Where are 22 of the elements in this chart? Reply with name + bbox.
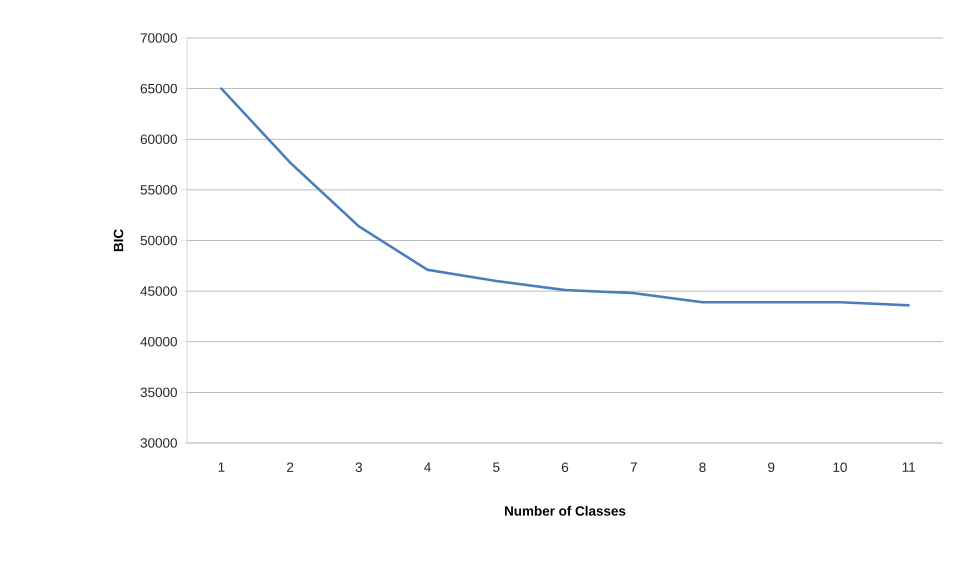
- y-tick-label: 60000: [140, 134, 177, 144]
- x-tick-label: 10: [833, 462, 847, 472]
- y-tick-label: 50000: [140, 236, 177, 246]
- x-tick-label: 4: [424, 462, 431, 472]
- y-tick-label: 65000: [140, 84, 177, 94]
- x-tick-label: 9: [768, 462, 774, 472]
- x-tick-label: 1: [218, 462, 224, 472]
- x-tick-label: 3: [356, 462, 362, 472]
- x-tick-label: 6: [562, 462, 568, 472]
- y-tick-label: 70000: [140, 33, 177, 43]
- y-tick-label: 35000: [140, 388, 177, 398]
- x-axis-title: Number of Classes: [505, 506, 626, 516]
- y-tick-label: 40000: [140, 336, 177, 346]
- y-axis-title: BIC: [114, 229, 124, 252]
- x-tick-label: 5: [493, 462, 500, 472]
- x-tick-label: 7: [630, 462, 637, 472]
- y-tick-label: 55000: [140, 185, 177, 195]
- y-tick-label: 30000: [140, 438, 177, 448]
- x-tick-label: 8: [699, 462, 706, 472]
- x-tick-label: 2: [287, 462, 294, 472]
- y-tick-label: 45000: [140, 286, 177, 296]
- x-tick-label: 11: [902, 462, 915, 472]
